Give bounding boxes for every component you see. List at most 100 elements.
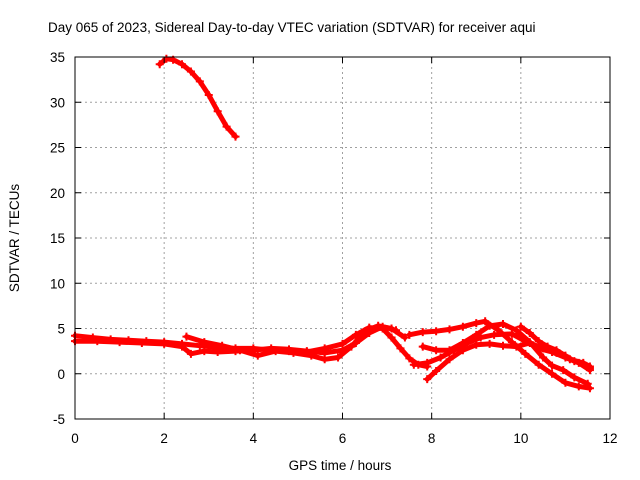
series-5 bbox=[405, 317, 594, 393]
data-point bbox=[195, 77, 204, 86]
data-point bbox=[512, 342, 521, 351]
data-point bbox=[512, 326, 521, 335]
data-point bbox=[432, 327, 441, 336]
data-point bbox=[334, 353, 343, 362]
data-point bbox=[204, 91, 213, 100]
data-point bbox=[213, 107, 222, 116]
data-point bbox=[548, 361, 557, 370]
y-tick-label: 0 bbox=[57, 367, 65, 382]
data-point bbox=[499, 341, 507, 350]
data-point bbox=[472, 340, 481, 349]
data-point bbox=[418, 342, 427, 351]
data-point bbox=[115, 338, 124, 347]
x-tick-label: 10 bbox=[513, 431, 528, 446]
x-tick-label: 6 bbox=[339, 431, 347, 446]
y-tick-label: 20 bbox=[50, 186, 65, 201]
data-point bbox=[418, 328, 427, 337]
chart-title: Day 065 of 2023, Sidereal Day-to-day VTE… bbox=[48, 20, 535, 35]
data-point bbox=[320, 355, 329, 364]
y-tick-label: 25 bbox=[50, 141, 65, 156]
data-point bbox=[423, 375, 432, 384]
y-tick-label: 35 bbox=[50, 50, 65, 65]
data-point bbox=[579, 359, 588, 368]
data-point bbox=[472, 330, 481, 339]
data-point bbox=[521, 349, 530, 358]
data-point bbox=[485, 339, 494, 348]
data-point bbox=[570, 357, 579, 366]
data-point bbox=[186, 349, 195, 358]
data-point bbox=[200, 347, 209, 356]
data-point bbox=[178, 342, 186, 351]
data-point bbox=[548, 369, 557, 378]
data-point bbox=[539, 353, 548, 362]
data-point bbox=[231, 132, 240, 141]
data-point bbox=[525, 329, 534, 338]
data-point bbox=[289, 348, 298, 357]
data-point bbox=[222, 122, 231, 131]
data-point bbox=[160, 339, 169, 348]
data-point bbox=[559, 366, 568, 375]
data-point bbox=[458, 338, 467, 347]
data-point bbox=[534, 360, 543, 369]
data-point bbox=[432, 367, 441, 376]
data-point bbox=[137, 338, 146, 347]
series-4 bbox=[182, 321, 409, 364]
y-axis-label: SDTVAR / TECUs bbox=[7, 184, 22, 293]
data-point bbox=[374, 321, 383, 330]
data-point bbox=[271, 347, 280, 356]
data-point bbox=[499, 319, 507, 328]
data-point bbox=[400, 333, 409, 342]
data-point bbox=[574, 382, 583, 391]
data-point bbox=[218, 341, 227, 350]
data-point bbox=[445, 355, 454, 364]
data-point bbox=[561, 351, 570, 360]
data-series bbox=[71, 54, 594, 393]
x-tick-label: 12 bbox=[602, 431, 617, 446]
data-point bbox=[445, 346, 454, 355]
data-point bbox=[490, 330, 499, 339]
x-tick-label: 4 bbox=[250, 431, 258, 446]
data-point bbox=[485, 321, 494, 330]
data-point bbox=[585, 384, 594, 393]
data-point bbox=[585, 364, 594, 373]
data-point bbox=[458, 346, 467, 355]
data-point bbox=[405, 330, 414, 339]
data-point bbox=[543, 342, 552, 351]
y-tick-label: 5 bbox=[57, 322, 65, 337]
data-point bbox=[516, 322, 525, 331]
data-point bbox=[423, 358, 432, 367]
data-point bbox=[387, 333, 396, 342]
data-point bbox=[570, 373, 579, 382]
y-tick-label: 30 bbox=[50, 95, 65, 110]
data-point bbox=[432, 346, 441, 355]
y-tick-label: 10 bbox=[50, 276, 65, 291]
data-point bbox=[93, 337, 102, 346]
data-point bbox=[409, 360, 418, 369]
data-point bbox=[213, 348, 222, 357]
data-point bbox=[552, 346, 561, 355]
data-point bbox=[481, 317, 490, 326]
data-point bbox=[347, 342, 356, 351]
y-tick-label: 15 bbox=[50, 231, 65, 246]
data-point bbox=[307, 351, 316, 360]
data-point bbox=[405, 354, 414, 363]
data-point bbox=[186, 67, 195, 76]
x-tick-label: 8 bbox=[428, 431, 436, 446]
data-point bbox=[476, 333, 485, 342]
x-tick-label: 2 bbox=[160, 431, 168, 446]
data-point bbox=[200, 338, 209, 347]
series-9 bbox=[516, 322, 594, 373]
series-7 bbox=[418, 319, 592, 388]
data-point bbox=[387, 324, 396, 333]
data-point bbox=[507, 329, 516, 338]
data-point bbox=[534, 337, 543, 346]
data-point bbox=[458, 322, 467, 331]
data-point bbox=[561, 378, 570, 387]
data-point bbox=[525, 338, 534, 347]
data-point bbox=[396, 344, 405, 353]
y-axis-ticks: -5 0 5 10 15 20 25 30 35 bbox=[50, 50, 610, 427]
data-point bbox=[436, 353, 445, 362]
x-axis-label: GPS time / hours bbox=[289, 458, 392, 473]
